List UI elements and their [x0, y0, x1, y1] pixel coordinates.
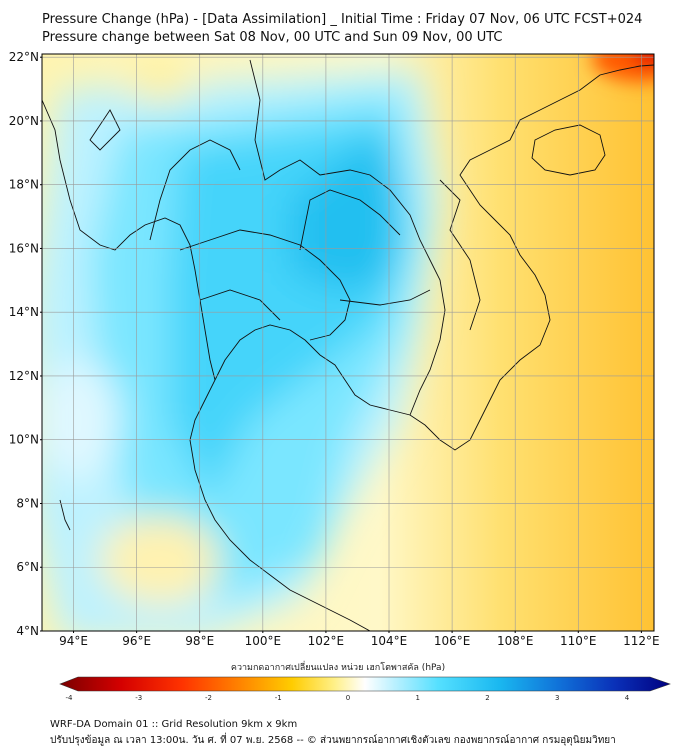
colorbar-tick-label: -4 [66, 694, 74, 702]
latitude-label: 4°N [16, 624, 39, 638]
longitude-label: 108°E [497, 634, 534, 648]
colorbar: -4 -3 -2 -1 0 1 2 3 4 [59, 676, 671, 702]
latitude-label: 16°N [9, 241, 39, 255]
longitude-label: 104°E [371, 634, 408, 648]
colorbar-tick-label: 3 [555, 694, 559, 702]
colorbar-scale [59, 676, 671, 692]
colorbar-tick-label: -2 [205, 694, 212, 702]
longitude-label: 96°E [122, 634, 151, 648]
latitude-label: 12°N [9, 369, 39, 383]
longitude-label: 100°E [245, 634, 282, 648]
chart-subtitle: Pressure change between Sat 08 Nov, 00 U… [42, 30, 503, 45]
graticule [42, 54, 654, 631]
longitude-label: 102°E [308, 634, 345, 648]
colorbar-ticks: -4 -3 -2 -1 0 1 2 3 4 [66, 694, 630, 702]
longitude-label: 110°E [560, 634, 597, 648]
latitude-labels: 4°N 6°N 8°N 10°N 12°N 14°N 16°N 18°N 20°N 22°N [9, 50, 42, 638]
latitude-label: 18°N [9, 178, 39, 192]
colorbar-tick-label: -1 [275, 694, 282, 702]
colorbar-tick-label: 2 [485, 694, 489, 702]
latitude-label: 10°N [9, 433, 39, 447]
colorbar-tick-label: -3 [135, 694, 142, 702]
footer-line-1: WRF-DA Domain 01 :: Grid Resolution 9km … [50, 719, 298, 730]
pressure-field [42, 54, 654, 631]
longitude-label: 106°E [434, 634, 471, 648]
colorbar-title: ความกดอากาศเปลี่ยนแปลง หน่วย เฮกโตพาสคัล… [230, 663, 446, 673]
map-frame [41, 53, 655, 632]
longitude-label: 112°E [623, 634, 660, 648]
latitude-label: 14°N [9, 305, 39, 319]
colorbar-tick-label: 0 [346, 694, 350, 702]
chart-title: Pressure Change (hPa) - [Data Assimilati… [42, 12, 643, 27]
latitude-label: 8°N [16, 496, 39, 510]
latitude-label: 22°N [9, 50, 39, 64]
coastlines [42, 59, 654, 631]
longitude-labels: 94°E 96°E 98°E 100°E 102°E 104°E 106°E 108°E 110… [59, 631, 660, 648]
latitude-label: 6°N [16, 560, 39, 574]
longitude-label: 94°E [59, 634, 88, 648]
colorbar-tick-label: 4 [625, 694, 630, 702]
colorbar-tick-label: 1 [416, 694, 420, 702]
footer-line-2: ปรับปรุงข้อมูล ณ เวลา 13:00น. วัน ศ. ที่… [50, 735, 616, 746]
longitude-label: 98°E [185, 634, 214, 648]
latitude-label: 20°N [9, 114, 39, 128]
